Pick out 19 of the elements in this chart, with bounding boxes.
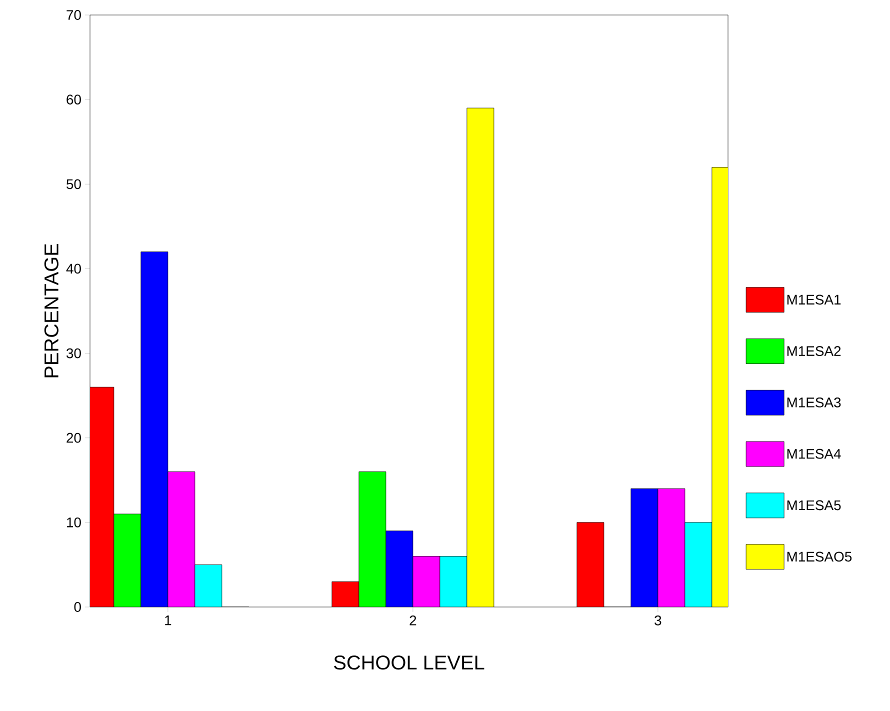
y-tick-label: 0 [74, 602, 81, 612]
y-tick-label: 40 [66, 264, 81, 274]
y-tick-label: 20 [66, 432, 81, 443]
x-tick-label: 1 [165, 616, 172, 626]
legend-label: M1ESA1 [787, 294, 841, 305]
y-tick-label: 70 [66, 10, 81, 20]
x-tick-label: 3 [654, 616, 662, 626]
legend-label: M1ESA3 [787, 398, 841, 408]
legend-label: M1ESAO5 [787, 552, 852, 562]
x-axis-title: SCHOOL LEVEL [334, 656, 484, 670]
y-tick-label: 50 [66, 179, 81, 190]
y-tick-label: 60 [66, 94, 81, 105]
y-axis-title: PERCENTAGE [44, 244, 58, 378]
legend-label: M1ESA2 [787, 346, 841, 356]
y-tick-label: 30 [66, 348, 81, 358]
legend-label: M1ESA5 [787, 500, 841, 510]
legend-label: M1ESA4 [787, 448, 841, 459]
x-tick-label: 2 [410, 616, 416, 626]
y-tick-label: 10 [67, 517, 81, 528]
